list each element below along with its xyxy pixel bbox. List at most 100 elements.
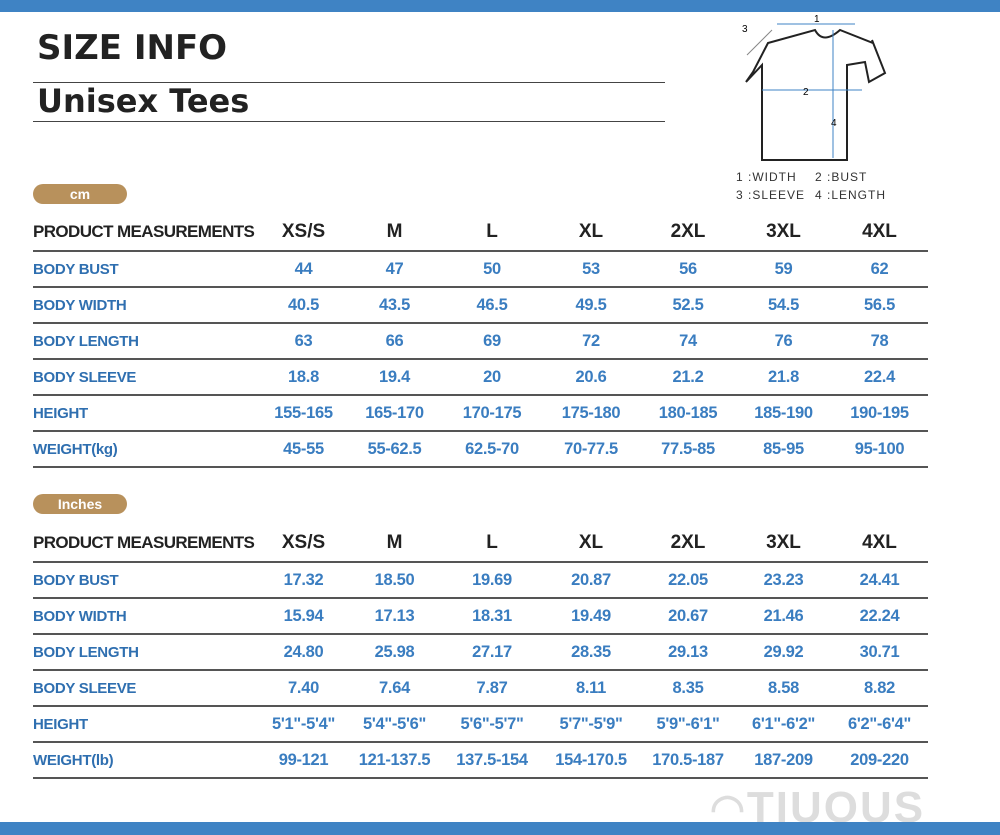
- divider: [33, 121, 665, 122]
- measurement-value: 5'1"-5'4": [260, 706, 347, 743]
- measurement-value: 23.23: [736, 562, 831, 599]
- measurement-value: 85-95: [736, 431, 831, 468]
- measurement-value: 20: [442, 359, 542, 396]
- row-label: BODY BUST: [33, 562, 260, 599]
- table-row: BODY LENGTH 24.80 25.98 27.17 28.35 29.13 29.9…: [33, 634, 928, 671]
- page-title: SIZE INFO: [37, 28, 228, 68]
- measurement-value: 15.94: [260, 598, 347, 635]
- measurement-value: 53: [542, 251, 640, 288]
- bottom-bar: [0, 822, 1000, 835]
- table-row: BODY BUST 44 47 50 53 56 59 62: [33, 251, 928, 288]
- measurement-value: 28.35: [542, 634, 640, 671]
- row-label: WEIGHT(lb): [33, 742, 260, 779]
- size-header: L: [442, 214, 542, 252]
- size-header: 3XL: [736, 525, 831, 563]
- measurement-value: 185-190: [736, 395, 831, 432]
- table-row: BODY SLEEVE 7.40 7.64 7.87 8.11 8.35 8.58 8.82: [33, 670, 928, 707]
- unit-badge-inches: Inches: [33, 494, 127, 514]
- size-header: M: [347, 214, 442, 252]
- measurement-value: 20.6: [542, 359, 640, 396]
- measurement-value: 209-220: [831, 742, 928, 779]
- unit-badge-cm: cm: [33, 184, 127, 204]
- measurement-value: 22.4: [831, 359, 928, 396]
- measurement-value: 63: [260, 323, 347, 360]
- measurement-value: 190-195: [831, 395, 928, 432]
- measurement-value: 76: [736, 323, 831, 360]
- measurement-value: 17.13: [347, 598, 442, 635]
- size-header: XS/S: [260, 525, 347, 563]
- size-header: 4XL: [831, 214, 928, 252]
- table-row: BODY SLEEVE 18.8 19.4 20 20.6 21.2 21.8 22.4: [33, 359, 928, 396]
- measurement-value: 46.5: [442, 287, 542, 324]
- measurement-value: 6'1"-6'2": [736, 706, 831, 743]
- divider: [33, 82, 665, 83]
- measurement-value: 44: [260, 251, 347, 288]
- row-label: BODY SLEEVE: [33, 670, 260, 707]
- measurement-value: 59: [736, 251, 831, 288]
- legend-sleeve: 3 :SLEEVE: [736, 188, 806, 202]
- row-label: WEIGHT(kg): [33, 431, 260, 468]
- measurement-value: 5'4"-5'6": [347, 706, 442, 743]
- page-subtitle: Unisex Tees: [37, 82, 250, 120]
- legend-width: 1 :WIDTH: [736, 170, 797, 184]
- measurement-value: 74: [640, 323, 736, 360]
- size-table-inches: PRODUCT MEASUREMENTS XS/S M L XL 2XL 3XL 4XL BOD…: [33, 525, 928, 779]
- measurement-value: 22.24: [831, 598, 928, 635]
- size-header: 2XL: [640, 214, 736, 252]
- table-row: BODY WIDTH 15.94 17.13 18.31 19.49 20.67 21.46…: [33, 598, 928, 635]
- row-label: BODY WIDTH: [33, 598, 260, 635]
- measurement-value: 8.58: [736, 670, 831, 707]
- measurement-value: 27.17: [442, 634, 542, 671]
- measurement-value: 62: [831, 251, 928, 288]
- measurement-value: 62.5-70: [442, 431, 542, 468]
- measurement-value: 29.13: [640, 634, 736, 671]
- measurement-value: 47: [347, 251, 442, 288]
- measurement-value: 5'7"-5'9": [542, 706, 640, 743]
- measurement-value: 45-55: [260, 431, 347, 468]
- size-header: M: [347, 525, 442, 563]
- measurement-value: 180-185: [640, 395, 736, 432]
- measurement-value: 6'2"-6'4": [831, 706, 928, 743]
- row-label: BODY WIDTH: [33, 287, 260, 324]
- measurement-value: 5'9"-6'1": [640, 706, 736, 743]
- legend-length: 4 :LENGTH: [815, 188, 887, 202]
- header-label: PRODUCT MEASUREMENTS: [33, 525, 260, 563]
- measurement-value: 77.5-85: [640, 431, 736, 468]
- size-header: 2XL: [640, 525, 736, 563]
- measurement-value: 5'6"-5'7": [442, 706, 542, 743]
- measurement-value: 19.49: [542, 598, 640, 635]
- table-row: HEIGHT 155-165 165-170 170-175 175-180 180-18…: [33, 395, 928, 432]
- marker-3: 3: [742, 24, 748, 35]
- tshirt-diagram-icon: 1 3 2 4: [742, 14, 887, 161]
- table-row: BODY WIDTH 40.5 43.5 46.5 49.5 52.5 54.5 56.5: [33, 287, 928, 324]
- measurement-value: 43.5: [347, 287, 442, 324]
- measurement-value: 8.11: [542, 670, 640, 707]
- measurement-value: 19.4: [347, 359, 442, 396]
- table-row: HEIGHT 5'1"-5'4" 5'4"-5'6" 5'6"-5'7" 5'7"-5'…: [33, 706, 928, 743]
- size-header: XL: [542, 525, 640, 563]
- size-header: XL: [542, 214, 640, 252]
- measurement-value: 137.5-154: [442, 742, 542, 779]
- measurement-value: 175-180: [542, 395, 640, 432]
- measurement-value: 24.41: [831, 562, 928, 599]
- measurement-value: 170.5-187: [640, 742, 736, 779]
- measurement-value: 7.40: [260, 670, 347, 707]
- measurement-value: 19.69: [442, 562, 542, 599]
- measurement-value: 95-100: [831, 431, 928, 468]
- row-label: HEIGHT: [33, 706, 260, 743]
- row-label: BODY SLEEVE: [33, 359, 260, 396]
- measurement-value: 69: [442, 323, 542, 360]
- header-label: PRODUCT MEASUREMENTS: [33, 214, 260, 252]
- measurement-value: 7.64: [347, 670, 442, 707]
- marker-4: 4: [831, 118, 837, 129]
- measurement-value: 21.46: [736, 598, 831, 635]
- measurement-value: 20.67: [640, 598, 736, 635]
- measurement-value: 7.87: [442, 670, 542, 707]
- table-row: BODY LENGTH 63 66 69 72 74 76 78: [33, 323, 928, 360]
- measurement-value: 56: [640, 251, 736, 288]
- measurement-value: 30.71: [831, 634, 928, 671]
- measurement-value: 155-165: [260, 395, 347, 432]
- table-row: WEIGHT(kg) 45-55 55-62.5 62.5-70 70-77.5 77.5…: [33, 431, 928, 468]
- measurement-value: 29.92: [736, 634, 831, 671]
